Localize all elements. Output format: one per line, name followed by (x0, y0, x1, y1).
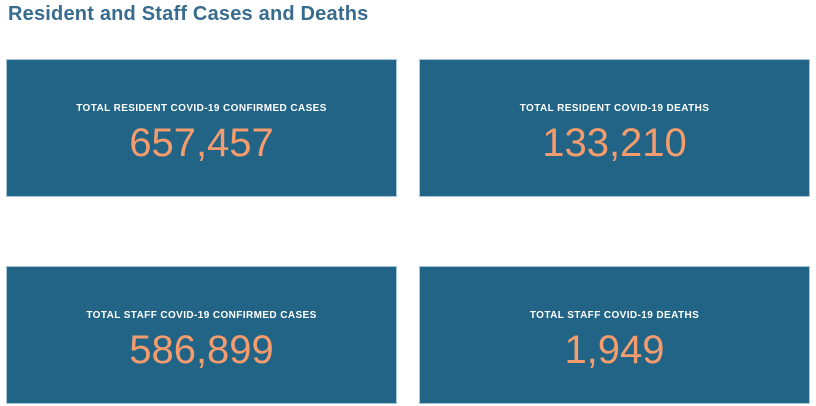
kpi-grid: TOTAL RESIDENT COVID-19 CONFIRMED CASES … (6, 59, 810, 404)
kpi-card-resident-confirmed-cases: TOTAL RESIDENT COVID-19 CONFIRMED CASES … (6, 59, 397, 197)
kpi-value-resident-deaths: 133,210 (542, 121, 687, 165)
kpi-label-staff-deaths: TOTAL STAFF COVID-19 DEATHS (529, 310, 700, 321)
kpi-label-resident-deaths: TOTAL RESIDENT COVID-19 DEATHS (519, 103, 710, 114)
kpi-card-staff-deaths: TOTAL STAFF COVID-19 DEATHS 1,949 (419, 266, 810, 404)
kpi-card-resident-deaths: TOTAL RESIDENT COVID-19 DEATHS 133,210 (419, 59, 810, 197)
kpi-value-staff-confirmed-cases: 586,899 (129, 328, 274, 372)
kpi-value-staff-deaths: 1,949 (564, 328, 665, 372)
kpi-label-resident-confirmed-cases: TOTAL RESIDENT COVID-19 CONFIRMED CASES (76, 103, 327, 114)
kpi-value-resident-confirmed-cases: 657,457 (129, 121, 274, 165)
page-title: Resident and Staff Cases and Deaths (8, 3, 369, 25)
kpi-card-staff-confirmed-cases: TOTAL STAFF COVID-19 CONFIRMED CASES 586… (6, 266, 397, 404)
kpi-label-staff-confirmed-cases: TOTAL STAFF COVID-19 CONFIRMED CASES (86, 310, 317, 321)
